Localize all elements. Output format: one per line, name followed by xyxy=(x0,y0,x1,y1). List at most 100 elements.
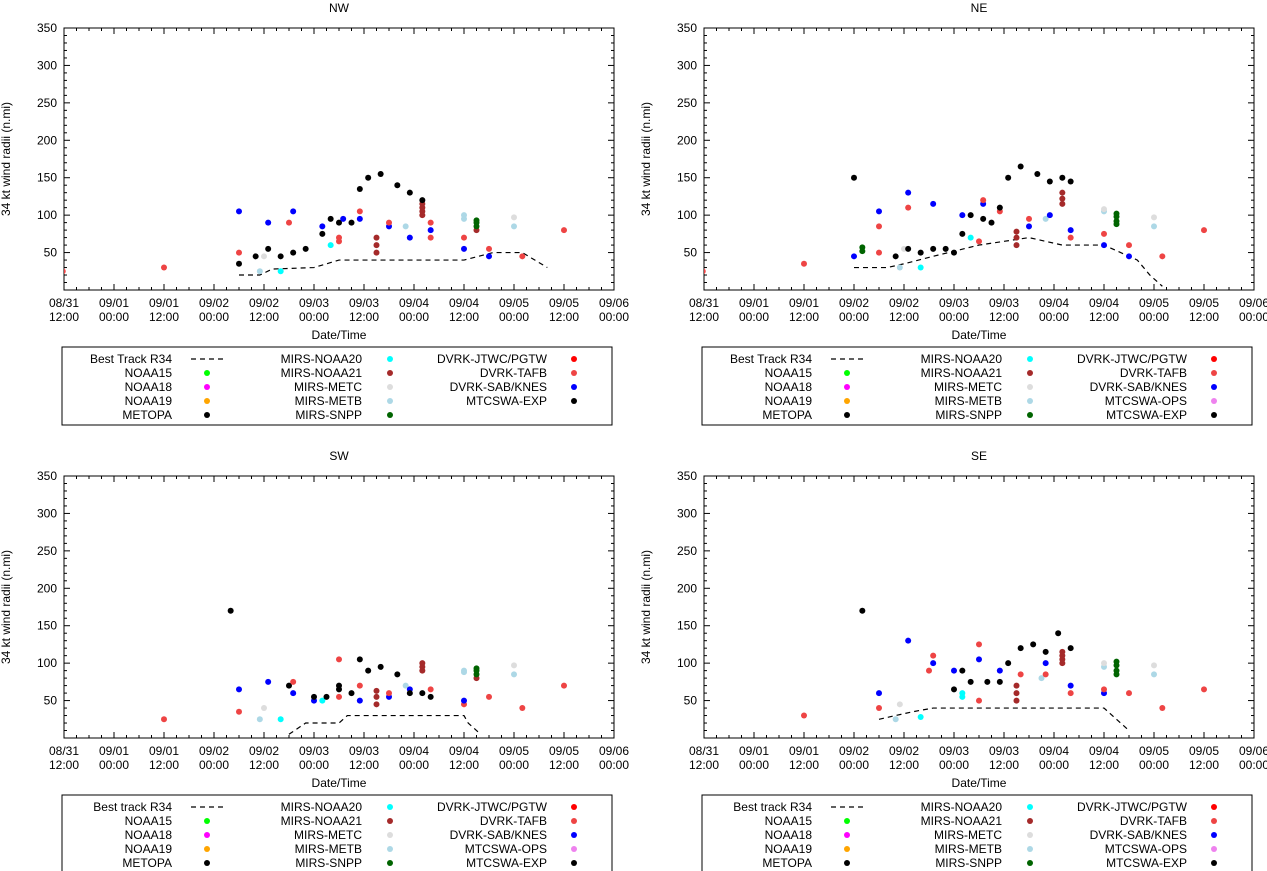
data-point xyxy=(859,607,866,614)
legend-label: MIRS-SNPP xyxy=(295,408,362,422)
data-point xyxy=(1026,215,1032,222)
x-tick-date: 09/01 xyxy=(739,744,769,758)
data-point xyxy=(427,686,434,693)
x-tick-time: 12:00 xyxy=(49,310,79,324)
data-point xyxy=(406,234,413,241)
data-point xyxy=(976,697,982,704)
x-tick-label: 09/02 00:00 xyxy=(199,744,229,772)
x-tick-label: 09/01 12:00 xyxy=(149,744,179,772)
legend-swatch xyxy=(204,818,210,824)
legend-label: METOPA xyxy=(762,856,812,870)
data-point xyxy=(1005,660,1012,667)
y-tick-label: 250 xyxy=(37,544,57,558)
data-point xyxy=(876,208,882,215)
x-tick-label: 09/04 00:00 xyxy=(399,296,429,324)
data-point xyxy=(561,682,567,689)
data-point xyxy=(1013,234,1020,241)
legend-swatch xyxy=(1211,384,1217,390)
data-point xyxy=(876,690,882,697)
data-point xyxy=(905,189,912,196)
data-point xyxy=(892,716,899,723)
x-tick-label: 09/03 00:00 xyxy=(299,296,329,324)
x-tick-date: 09/01 xyxy=(149,296,179,310)
legend-swatch xyxy=(1211,832,1217,838)
legend-swatch xyxy=(1027,818,1033,824)
data-point xyxy=(290,678,297,685)
x-tick-label: 09/03 00:00 xyxy=(299,744,329,772)
legend-label: NOAA19 xyxy=(125,842,173,856)
y-tick-label: 100 xyxy=(677,208,697,222)
x-tick-date: 09/05 xyxy=(499,296,529,310)
x-tick-label: 09/02 00:00 xyxy=(199,296,229,324)
x-tick-time: 12:00 xyxy=(149,310,179,324)
data-point xyxy=(1113,210,1120,217)
x-tick-date: 09/03 xyxy=(299,296,329,310)
legend-label: DVRK-JTWC/PGTW xyxy=(437,352,548,366)
data-point xyxy=(1042,671,1049,678)
data-point xyxy=(1113,218,1120,225)
x-axis-label: Date/Time xyxy=(952,328,1007,342)
y-tick-label: 200 xyxy=(37,581,57,595)
x-tick-date: 09/03 xyxy=(989,296,1019,310)
x-tick-date: 09/01 xyxy=(99,744,129,758)
legend-label: DVRK-SAB/KNES xyxy=(1090,828,1187,842)
data-point xyxy=(1059,648,1066,655)
x-tick-label: 09/03 00:00 xyxy=(939,296,969,324)
legend-label: DVRK-JTWC/PGTW xyxy=(437,800,548,814)
data-point xyxy=(236,260,242,267)
x-tick-label: 09/05 00:00 xyxy=(1139,744,1169,772)
data-point xyxy=(348,219,355,226)
x-tick-date: 09/01 xyxy=(149,744,179,758)
legend-label: MIRS-METB xyxy=(935,842,1002,856)
x-tick-label: 09/01 00:00 xyxy=(739,296,769,324)
y-axis-label: 34 kt wind radii (n.mi) xyxy=(639,550,653,664)
legend-label: NOAA18 xyxy=(765,828,813,842)
x-tick-date: 09/03 xyxy=(939,296,969,310)
data-point xyxy=(1201,227,1207,234)
legend-swatch xyxy=(1211,398,1217,404)
legend-label: NOAA18 xyxy=(125,828,173,842)
x-tick-date: 09/04 xyxy=(1039,744,1069,758)
data-point xyxy=(461,245,467,252)
data-point xyxy=(236,686,242,693)
chart-title: NE xyxy=(971,1,988,15)
data-point xyxy=(917,264,924,271)
data-point xyxy=(1059,200,1066,207)
data-point xyxy=(996,667,1003,674)
x-axis-label: Date/Time xyxy=(952,776,1007,790)
y-tick-label: 150 xyxy=(37,619,57,633)
data-point xyxy=(486,245,492,252)
legend-label: MIRS-METC xyxy=(934,828,1002,842)
x-tick-label: 09/05 00:00 xyxy=(499,744,529,772)
x-tick-time: 12:00 xyxy=(349,310,379,324)
best-track-line xyxy=(854,236,1163,287)
data-point xyxy=(851,174,857,181)
legend-label: MIRS-METB xyxy=(935,394,1002,408)
legend-label: MIRS-SNPP xyxy=(935,408,1002,422)
data-point xyxy=(1038,675,1045,682)
legend-box xyxy=(701,794,1253,871)
data-point xyxy=(265,219,272,226)
x-tick-time: 00:00 xyxy=(739,310,769,324)
legend-label: NOAA19 xyxy=(765,842,813,856)
y-tick-label: 50 xyxy=(44,246,58,260)
data-point xyxy=(1017,671,1024,678)
legend-label: MTCSWA-EXP xyxy=(466,394,547,408)
data-point xyxy=(406,690,413,697)
legend-label: NOAA15 xyxy=(765,814,813,828)
data-point xyxy=(261,705,267,712)
data-point xyxy=(1113,667,1120,674)
legend-label: MTCSWA-OPS xyxy=(1105,394,1187,408)
legend-label: METOPA xyxy=(762,408,812,422)
legend-swatch xyxy=(571,832,577,838)
legend-label: DVRK-TAFB xyxy=(480,366,547,380)
data-point xyxy=(917,714,924,721)
x-tick-label: 09/05 12:00 xyxy=(1189,296,1219,324)
data-point xyxy=(519,705,526,712)
data-point xyxy=(917,249,924,256)
legend-label: MTCSWA-EXP xyxy=(1106,856,1187,870)
x-tick-date: 09/04 xyxy=(399,296,429,310)
y-tick-label: 50 xyxy=(44,694,58,708)
data-point xyxy=(926,667,932,674)
data-point xyxy=(365,174,372,181)
